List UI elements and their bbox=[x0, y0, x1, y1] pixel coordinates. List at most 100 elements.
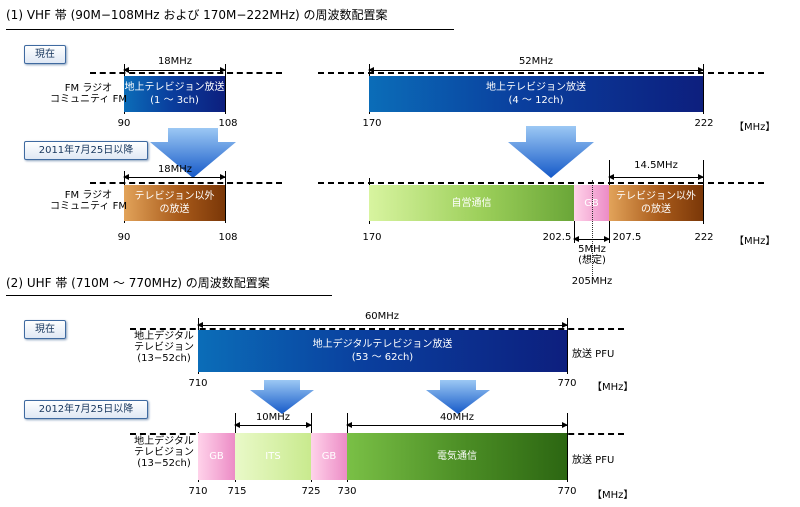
uhf-after-gb1-label: GB bbox=[209, 451, 224, 462]
uhf-after-tick-725: 725 bbox=[301, 486, 321, 497]
uhf-now-width: 60MHz bbox=[364, 311, 400, 322]
uhf-now-band-line1: 地上デジタルテレビジョン放送 bbox=[312, 339, 453, 350]
vhf-now-low-baseline bbox=[90, 72, 282, 74]
uhf-after-denki-width: 40MHz bbox=[439, 412, 475, 423]
vhf-after-low-baseline bbox=[90, 182, 282, 184]
uhf-after-tick-730: 730 bbox=[337, 486, 357, 497]
vhf-now-low-band-line1: 地上テレビジョン放送 bbox=[124, 82, 225, 93]
vhf-now-low-band-line2: (1 〜 3ch) bbox=[150, 95, 199, 106]
vhf-after-low-right-mark bbox=[225, 171, 226, 223]
vhf-after-tick-207: 207.5 bbox=[612, 232, 642, 243]
uhf-after-gb2-band: GB bbox=[311, 433, 347, 480]
uhf-after-side-label: 地上デジタル テレビジョン (13−52ch) bbox=[134, 436, 194, 469]
vhf-after-unit: 【MHz】 bbox=[734, 236, 776, 247]
uhf-after-side-line1: 地上デジタル bbox=[134, 436, 194, 447]
uhf-now-width-arrow bbox=[197, 322, 568, 328]
vhf-after-gb-band: GB bbox=[574, 185, 609, 221]
vhf-after-tick-90: 90 bbox=[117, 232, 131, 243]
uhf-after-gb1-band: GB bbox=[198, 433, 235, 480]
vhf-after-low-width-arrow bbox=[123, 174, 226, 180]
vhf-after-tick-170: 170 bbox=[362, 232, 382, 243]
vhf-after-high-band-line1: テレビジョン以外 bbox=[616, 191, 696, 202]
vhf-after-low-band-line1: テレビジョン以外 bbox=[134, 191, 215, 202]
uhf-after-its-width: 10MHz bbox=[255, 412, 291, 423]
uhf-after-its-label: ITS bbox=[265, 451, 281, 462]
vhf-now-low-width-arrow bbox=[123, 67, 226, 73]
uhf-after-denki-width-arrow bbox=[346, 422, 568, 428]
vhf-after-gb-note-line2: (想定) bbox=[578, 255, 606, 266]
uhf-after-its-band: ITS bbox=[235, 433, 311, 480]
uhf-after-its-width-arrow bbox=[234, 422, 312, 428]
uhf-after-side-line2: テレビジョン bbox=[134, 447, 194, 458]
uhf-down-arrow-left bbox=[250, 380, 314, 414]
vhf-after-gb-note-line1: 5MHz bbox=[578, 244, 606, 255]
vhf-now-tick-90: 90 bbox=[117, 118, 131, 129]
vhf-down-arrow-left bbox=[150, 128, 236, 178]
uhf-after-tick-715: 715 bbox=[227, 486, 247, 497]
vhf-after-gb-width-arrow bbox=[573, 236, 610, 242]
vhf-heading: (1) VHF 帯 (90M−108MHz および 170M−222MHz) の… bbox=[6, 8, 388, 22]
vhf-after-high-band: テレビジョン以外 の放送 bbox=[609, 185, 703, 221]
uhf-heading-underline bbox=[6, 295, 332, 296]
uhf-now-tick-770: 770 bbox=[557, 378, 577, 389]
vhf-now-fm-line1: FM ラジオ bbox=[64, 83, 113, 94]
vhf-now-high-width-arrow bbox=[368, 67, 704, 73]
uhf-now-unit: 【MHz】 bbox=[592, 382, 634, 393]
vhf-after-jiei-band: 自営通信 bbox=[369, 185, 574, 221]
vhf-after-fm-line2: コミュニティ FM bbox=[50, 201, 127, 212]
uhf-now-right-label: 放送 PFU bbox=[572, 349, 615, 360]
uhf-after-gb2-label: GB bbox=[321, 451, 337, 462]
vhf-now-high-band-line1: 地上テレビジョン放送 bbox=[486, 82, 586, 93]
vhf-now-high-band-line2: (4 〜 12ch) bbox=[508, 95, 564, 106]
vhf-after-high-band-line2: の放送 bbox=[641, 204, 671, 215]
uhf-after-770-mark bbox=[567, 413, 568, 482]
vhf-now-tag: 現在 bbox=[24, 45, 66, 64]
uhf-now-right-mark bbox=[567, 318, 568, 374]
vhf-after-high-width: 14.5MHz bbox=[634, 160, 678, 171]
vhf-now-tick-170: 170 bbox=[362, 118, 382, 129]
uhf-after-tag: 2012年7月25日以降 bbox=[24, 400, 148, 419]
uhf-down-arrow-right bbox=[426, 380, 490, 414]
vhf-now-low-width: 18MHz bbox=[157, 56, 193, 67]
uhf-now-tick-710: 710 bbox=[188, 378, 208, 389]
vhf-now-high-baseline bbox=[318, 72, 764, 74]
vhf-after-jiei-label: 自営通信 bbox=[451, 197, 492, 209]
vhf-now-tick-222: 222 bbox=[694, 118, 714, 129]
vhf-now-tick-108: 108 bbox=[218, 118, 238, 129]
uhf-now-tag: 現在 bbox=[24, 320, 66, 339]
uhf-after-denki-band: 電気通信 bbox=[347, 433, 567, 480]
vhf-now-high-width: 52MHz bbox=[518, 56, 554, 67]
uhf-now-side-label: 地上デジタル テレビジョン (13−52ch) bbox=[134, 331, 194, 364]
uhf-now-side-line2: テレビジョン bbox=[134, 342, 194, 353]
vhf-after-high-width-arrow bbox=[608, 174, 704, 180]
uhf-now-band-line2: (53 〜 62ch) bbox=[351, 352, 414, 363]
vhf-after-tick-222: 222 bbox=[694, 232, 714, 243]
vhf-after-tag: 2011年7月25日以降 bbox=[24, 141, 148, 160]
vhf-now-high-right-mark bbox=[703, 64, 704, 114]
uhf-now-baseline bbox=[130, 328, 624, 330]
uhf-after-denki-label: 電気通信 bbox=[437, 451, 477, 462]
vhf-now-low-band: 地上テレビジョン放送 (1 〜 3ch) bbox=[124, 76, 225, 112]
vhf-after-tick-205: 205MHz bbox=[571, 276, 613, 287]
vhf-after-high-baseline bbox=[318, 182, 764, 184]
vhf-after-fm-line1: FM ラジオ bbox=[64, 190, 113, 201]
vhf-now-fm-line2: コミュニティ FM bbox=[50, 94, 127, 105]
vhf-down-arrow-right bbox=[508, 126, 594, 178]
vhf-after-222-mark bbox=[703, 160, 704, 224]
vhf-after-tick-202: 202.5 bbox=[542, 232, 572, 243]
vhf-after-low-width: 18MHz bbox=[157, 164, 193, 175]
uhf-now-side-line3: (13−52ch) bbox=[137, 353, 191, 364]
uhf-after-tick-770: 770 bbox=[557, 486, 577, 497]
vhf-after-202-mark bbox=[574, 221, 575, 243]
vhf-after-tick-108: 108 bbox=[218, 232, 238, 243]
vhf-after-205-mark bbox=[592, 180, 593, 276]
vhf-now-high-band: 地上テレビジョン放送 (4 〜 12ch) bbox=[369, 76, 703, 112]
vhf-after-low-band: テレビジョン以外 の放送 bbox=[124, 185, 225, 221]
uhf-after-right-label: 放送 PFU bbox=[572, 455, 615, 466]
uhf-now-side-line1: 地上デジタル bbox=[134, 331, 194, 342]
vhf-after-gb-note: 5MHz (想定) bbox=[574, 244, 610, 266]
vhf-after-low-band-line2: の放送 bbox=[159, 204, 190, 215]
vhf-now-fm-label: FM ラジオ コミュニティ FM bbox=[50, 83, 127, 105]
uhf-after-side-line3: (13−52ch) bbox=[137, 458, 191, 469]
vhf-now-low-right-mark bbox=[225, 64, 226, 114]
